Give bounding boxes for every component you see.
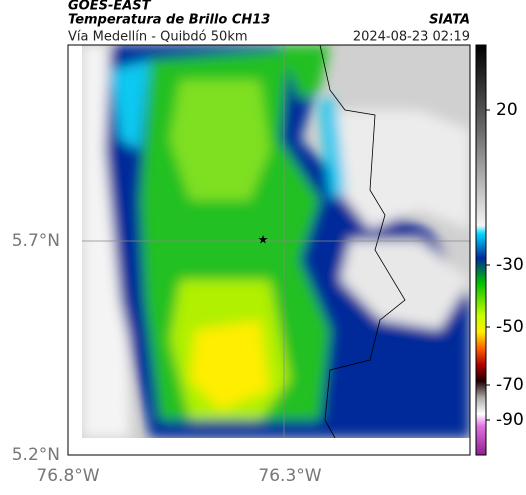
colorbar [475,44,487,456]
product: Temperatura de Brillo CH13 [68,13,270,28]
datetime: 2024-08-23 02:19 [353,30,470,45]
lon-label: 76.8°W [36,466,99,486]
satellite-image: ★ [82,45,470,438]
source: SIATA [429,13,470,28]
colorbar-tick-label: -30 [496,255,524,275]
lon-label: 76.3°W [258,466,321,486]
colorbar-tick-label: 20 [496,100,518,120]
colorbar-tick-label: -70 [496,375,524,395]
colorbar-tick-label: -50 [496,317,524,337]
lat-label: 5.2°N [12,445,60,465]
satellite: GOES-EAST [68,0,152,14]
lat-label: 5.7°N [12,231,60,251]
map-frame [67,44,471,456]
colorbar-tick-label: -90 [496,410,524,430]
svg-text:★: ★ [258,233,269,247]
route: Vía Medellín - Quibdó 50km [68,30,248,45]
colorbar-ticks: 20 -30 -50 -70 -90 [486,100,524,430]
